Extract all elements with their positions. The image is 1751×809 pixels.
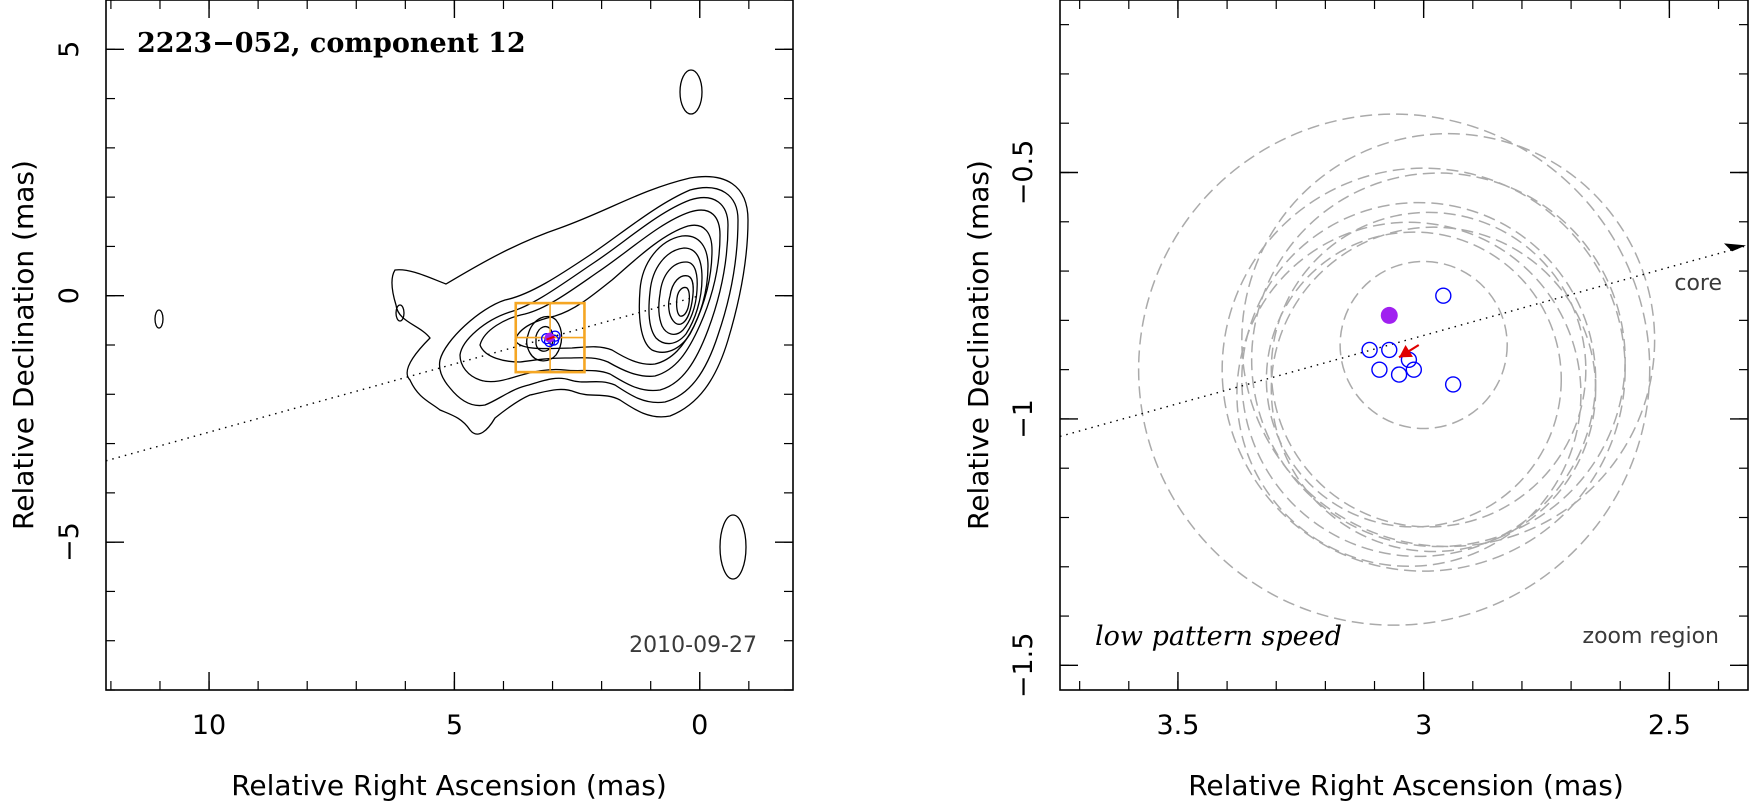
mean-position-marker <box>1380 306 1398 324</box>
right-plot-frame <box>1059 0 1749 691</box>
right-y-axis-label: Relative Declination (mas) <box>962 160 995 530</box>
contour-level-10 <box>675 286 691 317</box>
right-y-tick-label: −1.5 <box>1008 633 1039 699</box>
left-x-tick-label: 10 <box>192 710 226 741</box>
contour-level-9 <box>667 275 694 325</box>
uncertainty-circle <box>1270 211 1587 528</box>
radio-contour-map <box>154 69 749 580</box>
contour-level-2 <box>438 187 739 407</box>
measured-position-marker <box>1371 361 1388 378</box>
left-y-tick-label: −5 <box>54 522 85 562</box>
motion-arrow-head <box>1399 345 1413 358</box>
measured-position-marker <box>1390 366 1408 383</box>
left-x-axis-label: Relative Right Ascension (mas) <box>231 769 667 802</box>
left-panel-title: 2223−052, component 12 <box>137 28 526 59</box>
left-y-tick-label: 0 <box>54 287 85 304</box>
jet-axis-line <box>1060 244 1748 438</box>
left-panel: 10 5 0 5 0 −5 2223−052, component 12 2010-09-… <box>7 0 794 802</box>
jet-axis-line <box>105 295 700 462</box>
contour-isolated-north <box>679 69 703 115</box>
left-y-axis-label: Relative Declination (mas) <box>7 160 40 530</box>
uncertainty-circle <box>1270 226 1597 553</box>
right-y-tick-label: −0.5 <box>1008 140 1039 206</box>
contour-level-3 <box>459 196 729 392</box>
uncertainty-circle <box>1241 132 1656 548</box>
right-x-axis-label: Relative Right Ascension (mas) <box>1188 769 1624 802</box>
pattern-speed-label: low pattern speed <box>1095 621 1342 652</box>
epoch-label: 2010-09-27 <box>629 633 757 658</box>
uncertainty-circle <box>1236 221 1582 568</box>
measured-position-marker <box>1444 376 1462 393</box>
measured-position-marker <box>1381 341 1398 359</box>
core-label: core <box>1674 271 1722 296</box>
contour-level-6 <box>638 235 709 353</box>
zoom-region-label: zoom region <box>1583 624 1719 649</box>
uncertainty-circle <box>1241 201 1597 558</box>
left-overlay <box>105 295 700 462</box>
right-tick-marks: 3.5 3 2.5 −0.5 −1 −1.5 <box>1008 0 1748 741</box>
left-tick-marks: 10 5 0 5 0 −5 <box>54 0 793 741</box>
uncertainty-circle <box>1339 260 1508 430</box>
contour-level-1 <box>391 176 749 435</box>
left-y-tick-label: 5 <box>54 41 85 58</box>
right-y-tick-label: −1 <box>1008 399 1039 439</box>
core-direction-arrow <box>1724 243 1746 252</box>
uncertainty-circle <box>1265 231 1563 528</box>
uncertainty-circle <box>1137 113 1651 626</box>
contour-isolated-south <box>719 514 747 580</box>
contour-isolated-east <box>154 309 164 329</box>
right-panel: 3.5 3 2.5 −0.5 −1 −1.5 core low pattern speed… <box>962 0 1749 802</box>
measured-position-marker <box>1361 341 1378 359</box>
right-x-tick-label: 3 <box>1415 710 1432 741</box>
measured-position-marker <box>1405 361 1423 378</box>
contour-peak-component-inner <box>535 325 554 352</box>
right-overlay <box>1060 113 1748 626</box>
left-x-tick-label: 5 <box>446 710 463 741</box>
contour-peak-component <box>526 315 563 362</box>
component-motion-marker <box>546 335 555 341</box>
contour-isolated-mid <box>395 304 405 322</box>
contour-level-7 <box>648 247 703 345</box>
left-plot-frame <box>105 0 794 691</box>
contour-level-8 <box>658 261 698 336</box>
right-x-tick-label: 2.5 <box>1648 710 1691 741</box>
measured-position-marker <box>1435 287 1452 304</box>
contour-level-4 <box>479 209 721 377</box>
contour-level-5 <box>514 224 713 365</box>
left-x-tick-label: 0 <box>691 710 708 741</box>
right-x-tick-label: 3.5 <box>1156 710 1199 741</box>
